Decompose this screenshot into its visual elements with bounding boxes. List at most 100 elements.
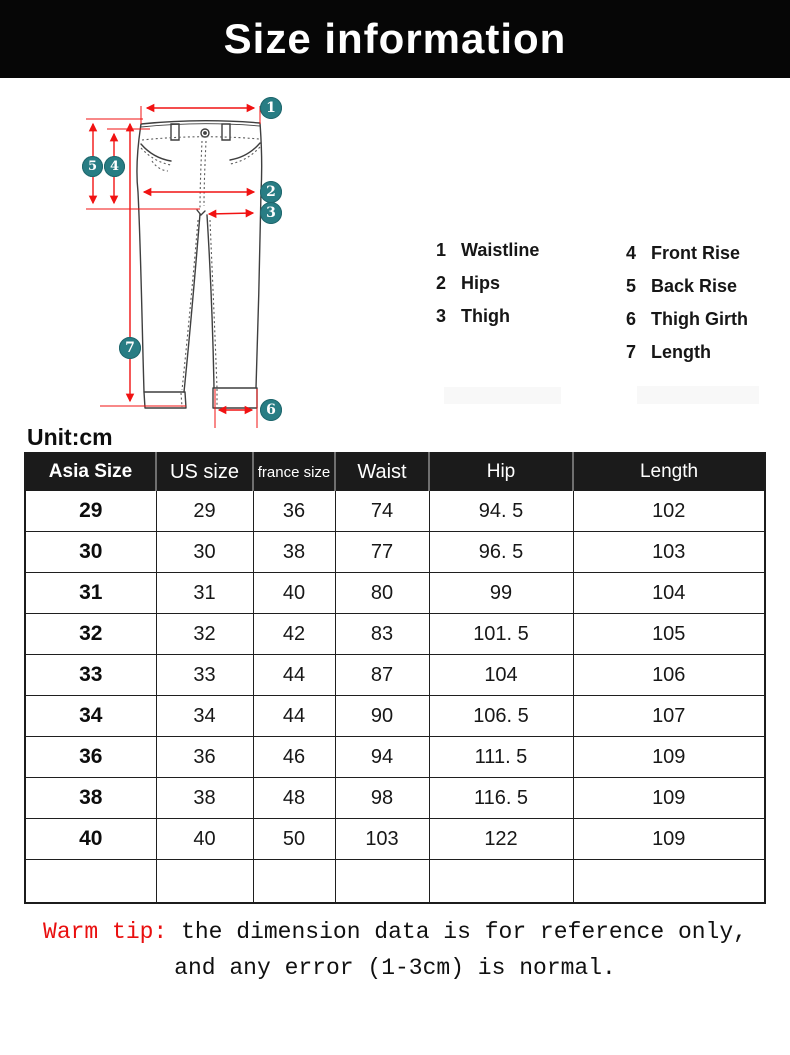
legend-item: 4 Front Rise: [626, 237, 748, 270]
table-row: 29 29 36 74 94. 5 102: [24, 490, 766, 532]
legend-number: 5: [626, 276, 637, 296]
table-cell: 33: [155, 654, 254, 696]
table-cell: [252, 859, 336, 904]
table-cell: 80: [334, 572, 430, 614]
legend-label: Waistline: [461, 240, 540, 260]
warm-tip-line2: and any error (1-3cm) is normal.: [174, 955, 616, 981]
warm-tip-prefix: Warm tip:: [43, 919, 168, 945]
table-cell: 106: [572, 654, 766, 696]
table-cell: 40: [24, 818, 157, 860]
legend-label: Front Rise: [651, 243, 741, 263]
table-cell: 98: [334, 777, 430, 819]
warm-tip: Warm tip: the dimension data is for refe…: [0, 914, 790, 986]
legend-left: 1 Waistline 2 Hips 3 Thigh: [436, 234, 539, 333]
column-header-hip: Hip: [428, 452, 574, 491]
table-cell: 40: [155, 818, 254, 860]
table-cell: 96. 5: [428, 531, 574, 573]
legend-number: 7: [626, 342, 637, 362]
table-cell: 44: [252, 654, 336, 696]
table-cell: 107: [572, 695, 766, 737]
table-cell: 111. 5: [428, 736, 574, 778]
column-header-waist: Waist: [334, 452, 430, 491]
column-header-length: Length: [572, 452, 766, 491]
legend-item: 6 Thigh Girth: [626, 303, 748, 336]
table-cell: 44: [252, 695, 336, 737]
table-cell: [334, 859, 430, 904]
table-cell: 116. 5: [428, 777, 574, 819]
table-cell: 33: [24, 654, 157, 696]
warm-tip-text1: the dimension data is for reference only…: [181, 919, 747, 945]
table-cell: [572, 859, 766, 904]
table-cell: 36: [252, 490, 336, 532]
table-cell: 83: [334, 613, 430, 655]
measurement-arrows: [86, 103, 261, 428]
legend-item: 2 Hips: [436, 267, 539, 300]
table-row: 33 33 44 87 104 106: [24, 654, 766, 696]
legend-item: 5 Back Rise: [626, 270, 748, 303]
table-cell: 99: [428, 572, 574, 614]
table-row: 34 34 44 90 106. 5 107: [24, 695, 766, 737]
table-row: 40 40 50 103 122 109: [24, 818, 766, 860]
marker-7-length: 7: [119, 337, 141, 359]
table-cell: 90: [334, 695, 430, 737]
marker-1-waistline: 1: [260, 97, 282, 119]
table-cell: 32: [24, 613, 157, 655]
table-cell: 29: [24, 490, 157, 532]
table-cell: 109: [572, 736, 766, 778]
legend-number: 3: [436, 306, 447, 326]
table-cell: 36: [155, 736, 254, 778]
column-header-asia-size: Asia Size: [24, 452, 157, 491]
table-cell: 30: [24, 531, 157, 573]
legend-item: 7 Length: [626, 336, 748, 369]
table-cell: 31: [155, 572, 254, 614]
size-table: Asia Size US size france size Waist Hip …: [24, 452, 766, 904]
table-cell: 122: [428, 818, 574, 860]
marker-5-back-rise: 5: [82, 156, 103, 177]
table-cell: 32: [155, 613, 254, 655]
table-cell: 77: [334, 531, 430, 573]
table-cell: [428, 859, 574, 904]
table-cell: 94. 5: [428, 490, 574, 532]
table-cell: 36: [24, 736, 157, 778]
table-row: 32 32 42 83 101. 5 105: [24, 613, 766, 655]
legend-label: Thigh: [461, 306, 510, 326]
legend-item: 1 Waistline: [436, 234, 539, 267]
table-cell: 48: [252, 777, 336, 819]
marker-4-front-rise: 4: [104, 156, 125, 177]
table-cell: 103: [334, 818, 430, 860]
table-cell: 34: [155, 695, 254, 737]
column-header-us-size: US size: [155, 452, 254, 491]
table-cell: 104: [572, 572, 766, 614]
faint-watermark-block: [637, 386, 759, 404]
legend-label: Length: [651, 342, 711, 362]
table-row: 31 31 40 80 99 104: [24, 572, 766, 614]
table-cell: 109: [572, 777, 766, 819]
legend-label: Back Rise: [651, 276, 738, 296]
legend-number: 1: [436, 240, 447, 260]
table-cell: 40: [252, 572, 336, 614]
page-title: Size information: [223, 15, 567, 62]
table-row: 38 38 48 98 116. 5 109: [24, 777, 766, 819]
table-cell: 30: [155, 531, 254, 573]
table-row: [24, 859, 766, 904]
table-cell: 106. 5: [428, 695, 574, 737]
table-cell: [155, 859, 254, 904]
table-cell: 101. 5: [428, 613, 574, 655]
marker-6-thigh-girth: 6: [260, 399, 282, 421]
legend-number: 6: [626, 309, 637, 329]
legend-right: 4 Front Rise 5 Back Rise 6 Thigh Girth 7…: [626, 237, 748, 369]
table-cell: 74: [334, 490, 430, 532]
title-bar: Size information: [0, 0, 790, 78]
table-cell: 38: [252, 531, 336, 573]
table-header-row: Asia Size US size france size Waist Hip …: [24, 452, 766, 491]
legend-item: 3 Thigh: [436, 300, 539, 333]
table-cell: 109: [572, 818, 766, 860]
table-cell: 105: [572, 613, 766, 655]
legend-number: 4: [626, 243, 637, 263]
marker-2-hips: 2: [260, 181, 282, 203]
table-cell: [24, 859, 157, 904]
marker-3-thigh: 3: [260, 202, 282, 224]
column-header-france-size: france size: [252, 452, 336, 491]
table-cell: 31: [24, 572, 157, 614]
table-cell: 29: [155, 490, 254, 532]
